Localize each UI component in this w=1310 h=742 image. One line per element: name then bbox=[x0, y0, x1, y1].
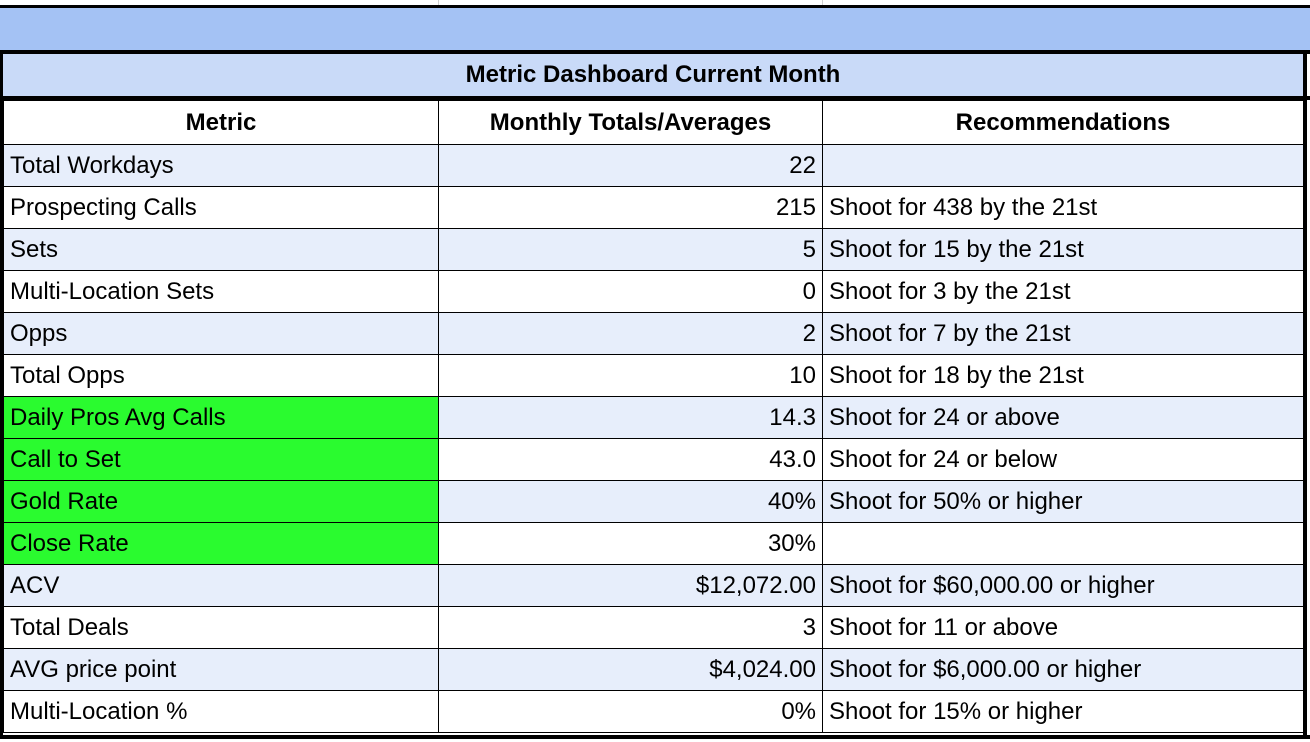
metric-cell[interactable]: Gold Rate bbox=[3, 480, 439, 523]
table-row: Total Opps 10 Shoot for 18 by the 21st bbox=[3, 354, 1304, 397]
metric-cell[interactable]: Close Rate bbox=[3, 522, 439, 565]
metric-cell[interactable]: Multi-Location Sets bbox=[3, 270, 439, 313]
recommendation-cell[interactable]: Shoot for 50% or higher bbox=[822, 480, 1304, 523]
recommendation-cell[interactable]: Shoot for 15 by the 21st bbox=[822, 228, 1304, 271]
table-row: Prospecting Calls 215 Shoot for 438 by the… bbox=[3, 186, 1304, 229]
recommendation-cell[interactable] bbox=[822, 144, 1304, 187]
value-cell[interactable]: 2 bbox=[438, 312, 823, 355]
recommendation-cell[interactable]: Shoot for 11 or above bbox=[822, 606, 1304, 649]
table-row: AVG price point $4,024.00 Shoot for $6,000… bbox=[3, 648, 1304, 691]
value-cell[interactable]: 40% bbox=[438, 480, 823, 523]
metric-cell[interactable]: Sets bbox=[3, 228, 439, 271]
value-cell[interactable]: 10 bbox=[438, 354, 823, 397]
metric-cell[interactable]: Multi-Location % bbox=[3, 690, 439, 733]
table-row: Gold Rate 40% Shoot for 50% or higher bbox=[3, 480, 1304, 523]
column-header-metric[interactable]: Metric bbox=[3, 100, 439, 145]
table-row: Opps 2 Shoot for 7 by the 21st bbox=[3, 312, 1304, 355]
value-cell[interactable]: 0 bbox=[438, 270, 823, 313]
metric-cell[interactable]: Opps bbox=[3, 312, 439, 355]
table-row: ACV $12,072.00 Shoot for $60,000.00 or hig… bbox=[3, 564, 1304, 607]
metric-cell[interactable]: ACV bbox=[3, 564, 439, 607]
recommendation-cell[interactable]: Shoot for $6,000.00 or higher bbox=[822, 648, 1304, 691]
recommendation-cell[interactable]: Shoot for 3 by the 21st bbox=[822, 270, 1304, 313]
value-cell[interactable]: 43.0 bbox=[438, 438, 823, 481]
recommendation-cell[interactable]: Shoot for 24 or above bbox=[822, 396, 1304, 439]
value-cell[interactable]: $12,072.00 bbox=[438, 564, 823, 607]
border-rule bbox=[0, 50, 1310, 54]
value-cell[interactable]: 3 bbox=[438, 606, 823, 649]
value-cell[interactable]: 5 bbox=[438, 228, 823, 271]
right-border bbox=[1303, 50, 1307, 738]
metric-cell[interactable]: Call to Set bbox=[3, 438, 439, 481]
value-cell[interactable]: 22 bbox=[438, 144, 823, 187]
metric-cell[interactable]: Daily Pros Avg Calls bbox=[3, 396, 439, 439]
bottom-border bbox=[0, 735, 1310, 739]
left-border bbox=[0, 50, 3, 738]
dashboard-title[interactable]: Metric Dashboard Current Month bbox=[0, 54, 1306, 96]
metric-cell[interactable]: Total Workdays bbox=[3, 144, 439, 187]
column-header-totals[interactable]: Monthly Totals/Averages bbox=[438, 100, 823, 145]
recommendation-cell[interactable]: Shoot for 438 by the 21st bbox=[822, 186, 1304, 229]
recommendation-cell[interactable]: Shoot for $60,000.00 or higher bbox=[822, 564, 1304, 607]
column-gridlines bbox=[0, 0, 1310, 6]
metric-cell[interactable]: AVG price point bbox=[3, 648, 439, 691]
border-rule bbox=[0, 96, 1310, 100]
table-row: Multi-Location % 0% Shoot for 15% or highe… bbox=[3, 690, 1304, 733]
value-cell[interactable]: 30% bbox=[438, 522, 823, 565]
recommendation-cell[interactable]: Shoot for 24 or below bbox=[822, 438, 1304, 481]
table-row: Daily Pros Avg Calls 14.3 Shoot for 24 or … bbox=[3, 396, 1304, 439]
value-cell[interactable]: 0% bbox=[438, 690, 823, 733]
metric-cell[interactable]: Prospecting Calls bbox=[3, 186, 439, 229]
table-row: Total Workdays 22 bbox=[3, 144, 1304, 187]
header-band[interactable] bbox=[0, 8, 1310, 50]
table-row: Multi-Location Sets 0 Shoot for 3 by the 2… bbox=[3, 270, 1304, 313]
recommendation-cell[interactable]: Shoot for 7 by the 21st bbox=[822, 312, 1304, 355]
table-row: Close Rate 30% bbox=[3, 522, 1304, 565]
value-cell[interactable]: $4,024.00 bbox=[438, 648, 823, 691]
recommendation-cell[interactable]: Shoot for 18 by the 21st bbox=[822, 354, 1304, 397]
metric-cell[interactable]: Total Opps bbox=[3, 354, 439, 397]
table-row: Sets 5 Shoot for 15 by the 21st bbox=[3, 228, 1304, 271]
top-border bbox=[0, 5, 1310, 8]
recommendation-cell[interactable]: Shoot for 15% or higher bbox=[822, 690, 1304, 733]
value-cell[interactable]: 215 bbox=[438, 186, 823, 229]
column-header-recommendations[interactable]: Recommendations bbox=[822, 100, 1304, 145]
table-row: Call to Set 43.0 Shoot for 24 or below bbox=[3, 438, 1304, 481]
header-row: Metric Monthly Totals/Averages Recommend… bbox=[3, 100, 1304, 145]
table-row: Total Deals 3 Shoot for 11 or above bbox=[3, 606, 1304, 649]
metric-cell[interactable]: Total Deals bbox=[3, 606, 439, 649]
metrics-table: Metric Monthly Totals/Averages Recommend… bbox=[3, 100, 1304, 733]
value-cell[interactable]: 14.3 bbox=[438, 396, 823, 439]
recommendation-cell[interactable] bbox=[822, 522, 1304, 565]
